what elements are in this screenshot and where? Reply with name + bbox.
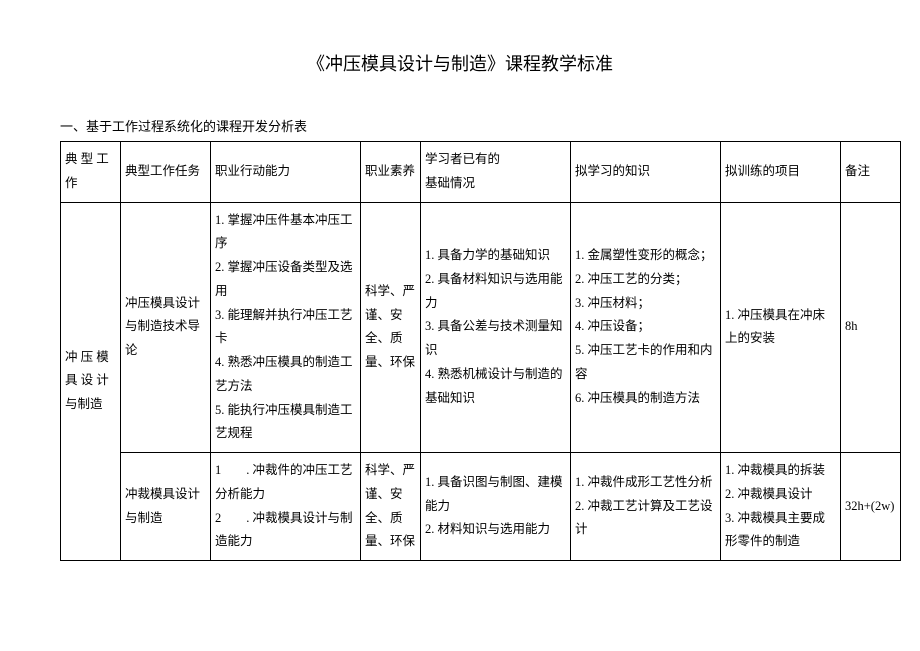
page-title: 《冲压模具设计与制造》课程教学标准 [60,50,860,76]
th-note: 备注 [841,142,901,203]
th-basis: 学习者已有的基础情况 [421,142,571,203]
table-header-row: 典 型 工作 典型工作任务 职业行动能力 职业素养 学习者已有的基础情况 拟学习… [61,142,901,203]
cell-task: 冲裁模具设计与制造 [121,453,211,561]
cell-basis: 1. 具备识图与制图、建模能力2. 材料知识与选用能力 [421,453,571,561]
cell-note: 32h+(2w) [841,453,901,561]
table-row: 冲 压 模具 设 计与制造 冲压模具设计与制造技术导论 1. 掌握冲压件基本冲压… [61,202,901,453]
cell-basis: 1. 具备力学的基础知识2. 具备材料知识与选用能力3. 具备公差与技术测量知识… [421,202,571,453]
th-work-type: 典 型 工作 [61,142,121,203]
section-subtitle: 一、基于工作过程系统化的课程开发分析表 [60,116,860,135]
th-task: 典型工作任务 [121,142,211,203]
cell-knowledge: 1. 金属塑性变形的概念；2. 冲压工艺的分类；3. 冲压材料；4. 冲压设备；… [571,202,721,453]
cell-task: 冲压模具设计与制造技术导论 [121,202,211,453]
table-row: 冲裁模具设计与制造 1 . 冲裁件的冲压工艺分析能力2 . 冲裁模具设计与制造能… [61,453,901,561]
cell-quality: 科学、严谨、安全、质量、环保 [361,453,421,561]
cell-ability: 1. 掌握冲压件基本冲压工序2. 掌握冲压设备类型及选用3. 能理解并执行冲压工… [211,202,361,453]
th-ability: 职业行动能力 [211,142,361,203]
th-project: 拟训练的项目 [721,142,841,203]
cell-project: 1. 冲裁模具的拆装2. 冲裁模具设计3. 冲裁模具主要成形零件的制造 [721,453,841,561]
cell-ability: 1 . 冲裁件的冲压工艺分析能力2 . 冲裁模具设计与制造能力 [211,453,361,561]
cell-work-type: 冲 压 模具 设 计与制造 [61,202,121,561]
th-quality: 职业素养 [361,142,421,203]
cell-note: 8h [841,202,901,453]
cell-project: 1. 冲压模具在冲床上的安装 [721,202,841,453]
cell-quality: 科学、严谨、安全、质量、环保 [361,202,421,453]
cell-knowledge: 1. 冲裁件成形工艺性分析2. 冲裁工艺计算及工艺设计 [571,453,721,561]
th-knowledge: 拟学习的知识 [571,142,721,203]
analysis-table: 典 型 工作 典型工作任务 职业行动能力 职业素养 学习者已有的基础情况 拟学习… [60,141,901,561]
